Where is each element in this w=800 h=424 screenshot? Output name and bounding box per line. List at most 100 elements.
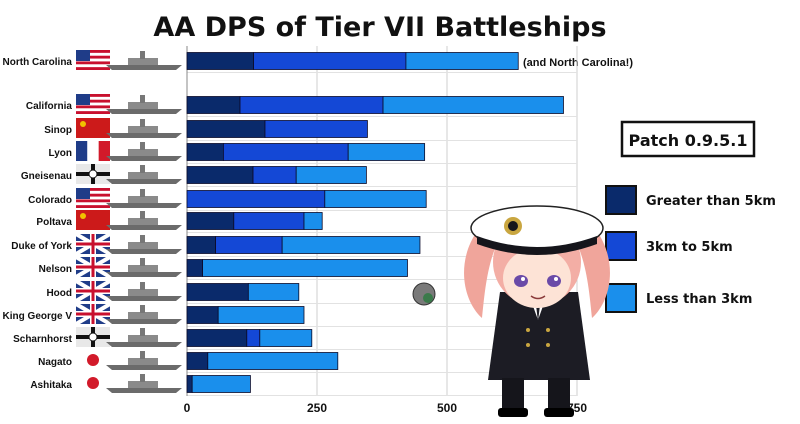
flag-disc	[87, 377, 99, 389]
emblem-icon	[412, 282, 436, 306]
category-label: Colorado	[28, 195, 72, 206]
bar-segment	[281, 236, 421, 254]
flag-emblem	[80, 121, 86, 127]
flag-cross-v	[91, 234, 95, 254]
ship-superstructure-icon	[128, 335, 158, 342]
ship-tower-icon	[140, 305, 145, 313]
ship-hull-icon	[106, 342, 182, 347]
flag-stripe	[76, 196, 110, 200]
ship-superstructure-icon	[128, 289, 158, 296]
ship-superstructure-icon	[128, 265, 158, 272]
bar-segment	[186, 120, 266, 138]
category-label: Duke of York	[11, 241, 72, 252]
ship-flag-icon	[74, 255, 182, 279]
ship-superstructure-icon	[128, 242, 158, 249]
ship-hull-icon	[106, 133, 182, 138]
bar-segment	[186, 329, 248, 347]
bar-segment	[405, 52, 519, 70]
bar-segment	[215, 236, 283, 254]
bar-segment	[259, 329, 313, 347]
ship-hull-icon	[106, 272, 182, 277]
bar-segment	[186, 52, 254, 70]
ship-flag-icon	[74, 232, 182, 256]
bar-segment	[233, 212, 305, 230]
bar-segment	[202, 259, 408, 277]
category-label: Nagato	[38, 357, 72, 368]
flag-cross-v	[91, 281, 95, 301]
chart-title: AA DPS of Tier VII Battleships	[153, 12, 606, 43]
bar-segment	[186, 236, 217, 254]
ship-flag-icon	[76, 373, 182, 393]
flag-disc	[88, 169, 98, 179]
flag-cross-v	[91, 257, 95, 277]
flag-disc	[87, 354, 99, 366]
legend-label: 3km to 5km	[646, 240, 733, 255]
flag-band	[87, 141, 99, 161]
bar-segment	[239, 96, 384, 114]
bar-segment	[217, 306, 305, 324]
ship-hull-icon	[106, 203, 182, 208]
category-label: Scharnhorst	[13, 334, 73, 345]
bar-segment	[246, 329, 261, 347]
ship-hull-icon	[106, 156, 182, 161]
bar-segment	[186, 212, 235, 230]
bar-segment	[186, 306, 219, 324]
category-label: North Carolina	[3, 57, 73, 68]
ship-tower-icon	[140, 51, 145, 59]
flag-stripe	[76, 108, 110, 112]
flag-band	[98, 141, 110, 161]
category-label: King George V	[3, 311, 73, 322]
ship-flag-icon	[76, 50, 182, 70]
bar-segment	[382, 96, 564, 114]
legend-label: Less than 3km	[646, 292, 752, 307]
ship-flag-icon	[76, 210, 182, 230]
flag-canton	[76, 94, 90, 105]
ship-superstructure-icon	[128, 126, 158, 133]
patch-box: Patch 0.9.5.1	[620, 120, 756, 158]
ship-hull-icon	[106, 65, 182, 70]
x-tick-label: 0	[184, 401, 191, 415]
ship-tower-icon	[140, 282, 145, 290]
bar-segment	[186, 375, 193, 393]
category-label: Poltava	[36, 217, 72, 228]
mascot-illustration	[464, 205, 610, 417]
ship-flag-icon	[76, 164, 182, 184]
bar-segment	[186, 283, 249, 301]
ship-hull-icon	[106, 109, 182, 114]
bar-segment	[222, 143, 349, 161]
ship-flag-icon	[76, 188, 182, 208]
ship-tower-icon	[140, 235, 145, 243]
bar-segment	[207, 352, 339, 370]
ship-hull-icon	[106, 249, 182, 254]
legend-swatch	[605, 185, 637, 215]
ship-tower-icon	[140, 328, 145, 336]
ship-flag-icon	[76, 118, 182, 138]
bar-segment	[252, 166, 297, 184]
bar-segment	[303, 212, 323, 230]
flag-cross-v	[91, 304, 95, 324]
bar-segment	[324, 190, 427, 208]
bar-segment	[186, 143, 224, 161]
flag-stripe	[76, 190, 110, 194]
flag-stripe	[76, 64, 110, 68]
bar-segment	[191, 375, 251, 393]
category-label: California	[26, 101, 73, 112]
category-label: Nelson	[39, 264, 72, 275]
x-tick-label: 500	[437, 401, 457, 415]
bar-segment	[253, 52, 407, 70]
flag-field	[76, 210, 110, 230]
x-tick-label: 250	[307, 401, 327, 415]
ship-tower-icon	[140, 165, 145, 173]
ship-tower-icon	[140, 258, 145, 266]
legend: Greater than 5km 3km to 5km Less than 3km	[605, 185, 776, 313]
legend-swatch	[605, 231, 637, 261]
ship-flag-icon	[76, 327, 182, 347]
flag-stripe	[76, 202, 110, 206]
patch-label: Patch 0.9.5.1	[629, 131, 748, 150]
ship-superstructure-icon	[128, 102, 158, 109]
ship-flag-icon	[76, 141, 182, 161]
ship-tower-icon	[140, 374, 145, 382]
category-label: Ashitaka	[30, 380, 72, 391]
flag-stripe	[76, 102, 110, 106]
